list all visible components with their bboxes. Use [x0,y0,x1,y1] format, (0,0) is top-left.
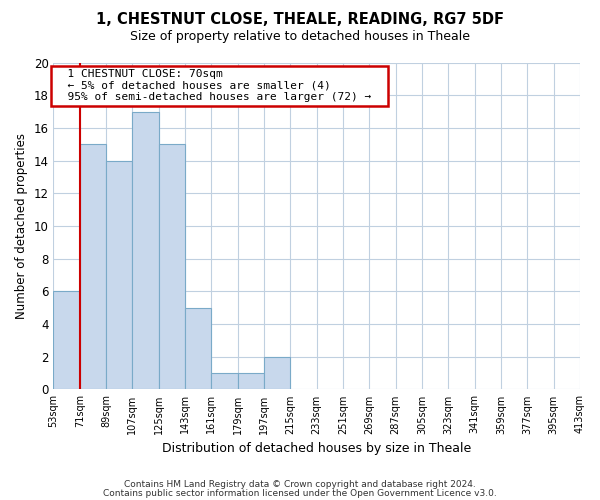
Bar [159,144,185,390]
Bar [53,292,80,390]
Bar [211,373,238,390]
Bar [80,144,106,390]
Bar [106,160,133,390]
Y-axis label: Number of detached properties: Number of detached properties [15,133,28,319]
Text: Size of property relative to detached houses in Theale: Size of property relative to detached ho… [130,30,470,43]
Text: Contains public sector information licensed under the Open Government Licence v3: Contains public sector information licen… [103,489,497,498]
Text: 1 CHESTNUT CLOSE: 70sqm
  ← 5% of detached houses are smaller (4)
  95% of semi-: 1 CHESTNUT CLOSE: 70sqm ← 5% of detached… [54,69,385,102]
Bar [133,112,159,390]
Text: 1, CHESTNUT CLOSE, THEALE, READING, RG7 5DF: 1, CHESTNUT CLOSE, THEALE, READING, RG7 … [96,12,504,28]
Text: Contains HM Land Registry data © Crown copyright and database right 2024.: Contains HM Land Registry data © Crown c… [124,480,476,489]
Bar [264,356,290,390]
Bar [185,308,211,390]
X-axis label: Distribution of detached houses by size in Theale: Distribution of detached houses by size … [162,442,472,455]
Bar [238,373,264,390]
